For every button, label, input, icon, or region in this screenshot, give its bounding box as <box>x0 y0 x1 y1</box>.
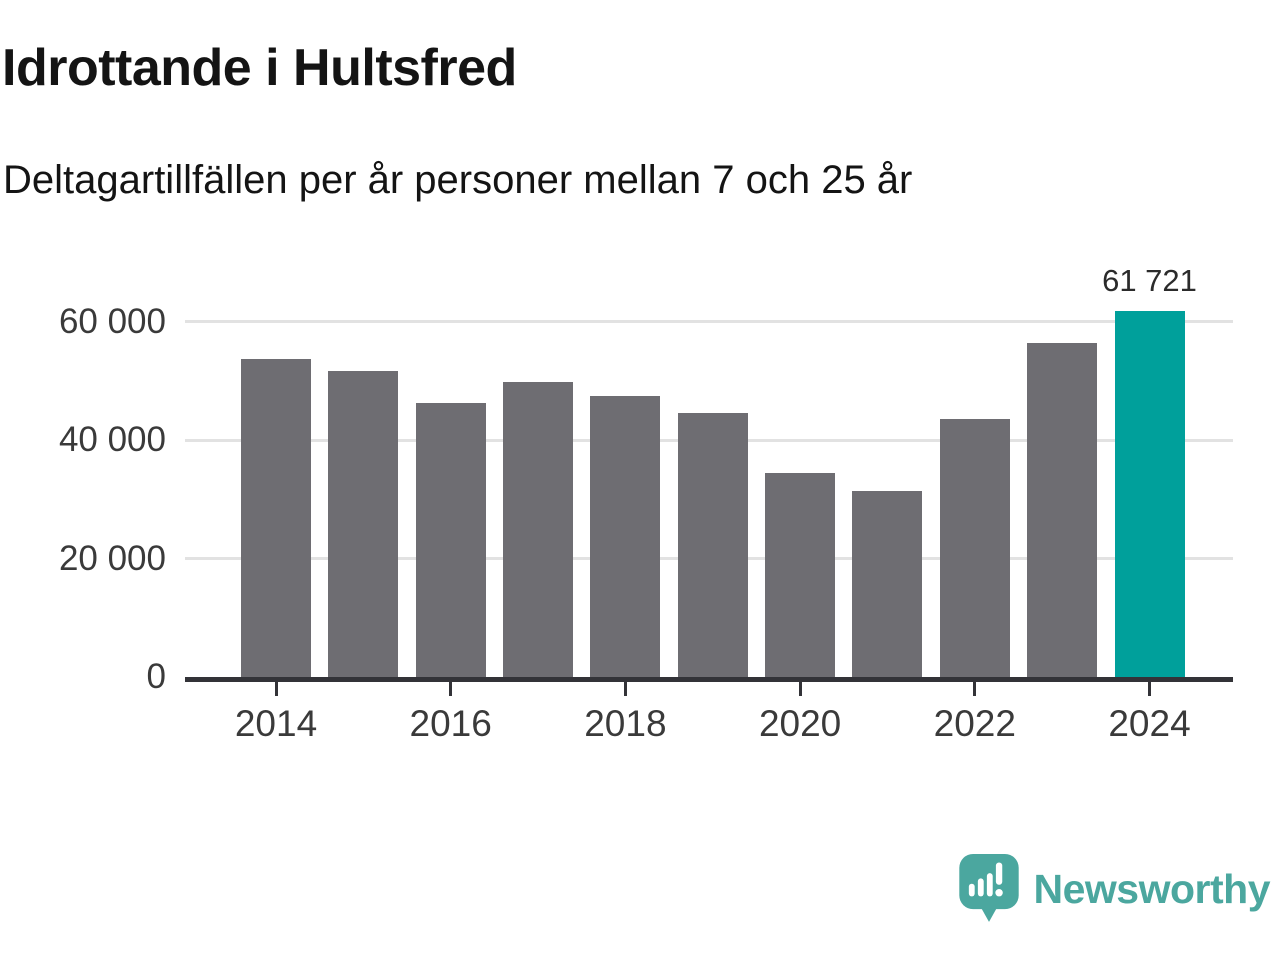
x-tick-2016 <box>449 682 453 696</box>
x-axis-label-2022: 2022 <box>933 703 1016 744</box>
bar-2015 <box>328 371 399 677</box>
bar-2024 <box>1114 311 1185 677</box>
bar-2023 <box>1027 342 1098 677</box>
gridline-60000 <box>185 320 1233 323</box>
bar-2020 <box>765 473 836 677</box>
chart-subtitle: Deltagartillfällen per år personer mella… <box>3 158 913 202</box>
newsworthy-logo-icon <box>958 854 1019 922</box>
bar-2022 <box>939 418 1010 677</box>
x-tick-2018 <box>623 682 627 696</box>
y-axis-label-0: 0 <box>146 657 166 696</box>
y-axis-label-60000: 60 000 <box>58 301 166 341</box>
x-tick-2014 <box>274 682 278 696</box>
bar-2019 <box>677 413 748 677</box>
bar-chart: 0 20 000 40 000 60 000 2014 2016 2018 2020 2022 2… <box>0 240 1280 770</box>
bar-2017 <box>503 381 574 677</box>
bar-2016 <box>415 402 486 677</box>
bar-2014 <box>241 358 311 677</box>
x-axis-label-2020: 2020 <box>758 703 842 744</box>
x-tick-2024 <box>1148 682 1151 696</box>
x-axis-label-2016: 2016 <box>409 703 492 744</box>
bar-2018 <box>590 396 661 677</box>
x-tick-2020 <box>798 682 802 696</box>
y-axis-label-40000: 40 000 <box>58 420 166 459</box>
x-axis-label-2018: 2018 <box>584 703 667 744</box>
chart-title: Idrottande i Hultsfred <box>2 39 517 97</box>
newsworthy-logo-text: Newsworthy <box>1033 865 1271 912</box>
highlighted-value-label: 61 721 <box>1102 263 1197 299</box>
x-axis-label-2014: 2014 <box>234 703 318 744</box>
y-axis-label-20000: 20 000 <box>58 538 166 578</box>
x-tick-2022 <box>973 682 977 696</box>
newsworthy-logo: Newsworthy <box>958 854 1271 924</box>
bar-2021 <box>852 490 923 677</box>
x-axis-line <box>185 677 1233 682</box>
x-axis-label-2024: 2024 <box>1108 703 1191 744</box>
